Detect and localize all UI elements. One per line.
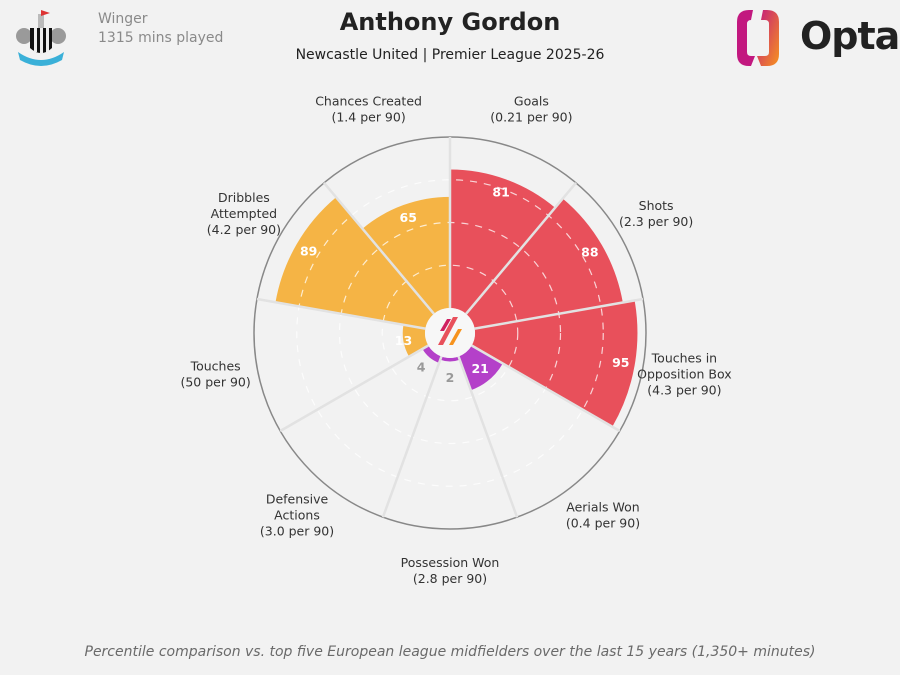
value-label-1: 88	[581, 244, 598, 259]
logo-bar	[449, 329, 462, 345]
per90-label: (3.0 per 90)	[260, 523, 334, 538]
slice-1	[466, 198, 623, 329]
center-logo-icon	[438, 317, 462, 345]
logo-bar	[438, 317, 458, 345]
value-label-3: 21	[471, 361, 488, 376]
category-label: Defensive	[266, 491, 329, 506]
spoke-6	[279, 344, 429, 433]
slice-8	[362, 196, 450, 314]
page-subtitle: Newcastle United | Premier League 2025-2…	[295, 47, 605, 63]
category-label: Touches in	[651, 350, 717, 365]
slice-2	[471, 300, 638, 427]
per90-label: (4.3 per 90)	[647, 382, 721, 397]
slice-5	[422, 345, 442, 363]
footnote: Percentile comparison vs. top five Europ…	[84, 644, 816, 660]
page-title: Anthony Gordon	[339, 8, 561, 36]
spoke-8	[323, 182, 435, 315]
category-label: Shots	[639, 198, 674, 213]
category-label: Chances Created	[315, 93, 422, 108]
spoke-1	[465, 182, 577, 315]
spoke-3	[471, 344, 621, 433]
per90-label: (2.8 per 90)	[413, 571, 487, 586]
spoke-2	[474, 297, 644, 330]
value-label-0: 81	[492, 185, 509, 200]
per90-label: (50 per 90)	[180, 374, 250, 389]
category-label: Attempted	[211, 206, 277, 221]
player-position: Winger	[98, 11, 148, 27]
category-label: Goals	[514, 93, 549, 108]
slice-4	[440, 356, 460, 362]
category-label: Dribbles	[218, 190, 270, 205]
slice-0	[450, 169, 556, 314]
value-label-4: 2	[446, 370, 455, 385]
club-crest-icon	[16, 10, 66, 66]
value-label-5: 4	[417, 359, 426, 374]
value-label-6: 13	[395, 333, 412, 348]
player-meta: Winger 1315 mins played	[98, 10, 223, 48]
category-label: Opposition Box	[637, 366, 732, 381]
per90-label: (4.2 per 90)	[207, 222, 281, 237]
slice-3	[458, 345, 503, 391]
category-label: Aerials Won	[566, 499, 639, 514]
category-label: Touches	[190, 358, 241, 373]
category-label: Actions	[274, 507, 320, 522]
value-label-2: 95	[612, 355, 629, 370]
opta-logo-icon	[737, 10, 779, 66]
slice-7	[275, 197, 434, 329]
opta-wordmark: Opta	[800, 14, 900, 58]
minutes-played: 1315 mins played	[98, 30, 224, 46]
logo-bar	[440, 319, 451, 331]
value-label-7: 89	[300, 243, 317, 258]
value-label-8: 65	[400, 210, 417, 225]
grid-ring-75	[296, 179, 604, 487]
grid-ring-25	[381, 264, 519, 402]
spoke-7	[256, 297, 426, 330]
center-disc	[425, 308, 475, 358]
spoke-5	[381, 356, 443, 518]
per90-label: (2.3 per 90)	[619, 214, 693, 229]
per90-label: (1.4 per 90)	[331, 109, 405, 124]
category-label: Possession Won	[401, 555, 500, 570]
per90-label: (0.4 per 90)	[566, 515, 640, 530]
per90-label: (0.21 per 90)	[490, 109, 572, 124]
spoke-4	[457, 356, 519, 518]
